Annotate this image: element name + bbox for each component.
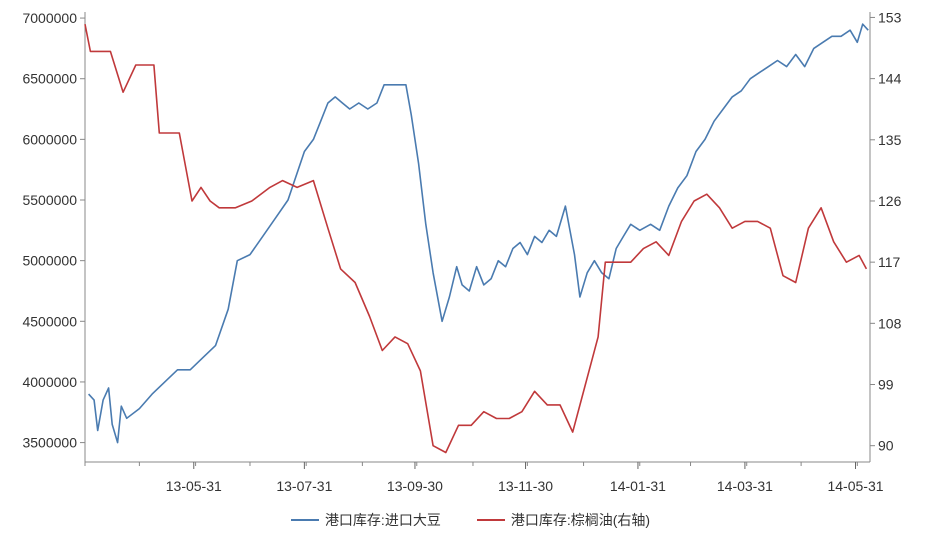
series-line-soybean [88, 23, 869, 444]
x-tick-label: 13-11-30 [498, 478, 553, 494]
dual-axis-line-chart: 13-05-31 13-07-31 13-09-30 13-11-30 14-01-31… [22, 9, 902, 494]
left-y-tick-label: 7000000 [22, 10, 77, 26]
left-y-tick-label: 5000000 [22, 253, 77, 269]
plot-frame [84, 12, 871, 463]
right-y-tick-label: 99 [878, 377, 894, 393]
series-layer [84, 23, 869, 454]
right-y-tick-label: 108 [878, 315, 902, 331]
x-tick-label: 13-05-31 [166, 478, 222, 494]
left-y-tick-label: 4500000 [22, 313, 77, 329]
legend-item-palm-oil: 港口库存:棕榈油(右轴) [476, 510, 651, 530]
right-y-tick-label: 126 [878, 193, 902, 209]
left-y-tick-label: 6000000 [22, 131, 77, 147]
legend-swatch-palm-oil [476, 519, 505, 521]
right-y-tick-label: 153 [878, 9, 902, 25]
left-y-tick-label: 5500000 [22, 192, 77, 208]
legend-label-palm-oil: 港口库存:棕榈油(右轴) [510, 512, 651, 528]
x-tick-label: 14-05-31 [827, 478, 883, 494]
left-y-tick-label: 4000000 [22, 374, 77, 390]
right-y-tick-label: 135 [878, 132, 902, 148]
right-y-tick-label: 144 [878, 71, 902, 87]
x-tick-label: 14-03-31 [717, 478, 773, 494]
x-tick-label: 13-09-30 [387, 478, 443, 494]
right-y-tick-label: 90 [878, 438, 894, 454]
x-tick-label: 14-01-31 [610, 478, 666, 494]
legend-label-soybean: 港口库存:进口大豆 [324, 512, 441, 528]
right-y-tick-label: 117 [878, 254, 901, 270]
legend-item-soybean: 港口库存:进口大豆 [290, 510, 441, 530]
legend: 港口库存:进口大豆 港口库存:棕榈油(右轴) [0, 510, 941, 530]
left-y-tick-label: 6500000 [22, 71, 77, 87]
right-y-axis-ticks: 90 99 108 117 126 135 144 153 [870, 9, 902, 454]
left-y-axis-ticks: 3500000 4000000 4500000 5000000 5500000 60000… [22, 10, 85, 451]
x-tick-label: 13-07-31 [276, 478, 332, 494]
legend-swatch-soybean [290, 519, 319, 521]
left-y-tick-label: 3500000 [22, 435, 77, 451]
series-line-palm-oil [84, 24, 868, 454]
x-axis-ticks: 13-05-31 13-07-31 13-09-30 13-11-30 14-01-31… [84, 462, 884, 494]
